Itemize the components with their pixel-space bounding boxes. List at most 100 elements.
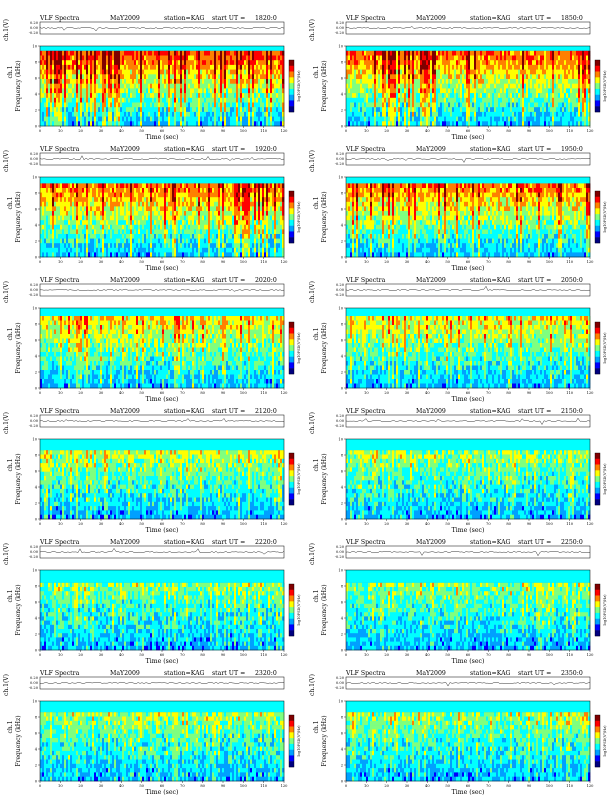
spectrogram-cell	[184, 56, 186, 61]
spectrogram-cell	[392, 103, 394, 108]
spectrogram-cell	[258, 98, 260, 103]
spectrogram-cell	[58, 216, 60, 221]
spectrogram-cell	[88, 107, 90, 112]
spectrogram-cell	[124, 74, 126, 79]
spectrogram-cell	[430, 84, 432, 89]
spectrogram-cell	[86, 216, 88, 221]
spectrogram-cell	[62, 234, 64, 239]
spectrogram-cell	[482, 98, 484, 103]
spectrogram-cell	[78, 206, 80, 211]
spectrogram-cell	[380, 56, 382, 61]
spectrogram-cell	[102, 197, 104, 202]
spectrogram-cell	[186, 117, 188, 122]
spectrogram-cell	[114, 79, 116, 84]
spectrogram-cell	[188, 51, 190, 56]
spectrogram-cell	[74, 229, 76, 234]
spectrogram-cell	[232, 117, 234, 122]
spectrogram-cell	[124, 243, 126, 248]
spectrogram-cell	[82, 70, 84, 75]
spectrogram-cell	[346, 112, 348, 117]
spectrogram-cell	[580, 70, 582, 75]
spectrogram-cell	[54, 229, 56, 234]
spectrogram-cell	[146, 234, 148, 239]
spectrogram-cell	[478, 74, 480, 79]
spectrogram-cell	[416, 51, 418, 56]
spectrogram-cell	[356, 70, 358, 75]
spectrogram-cell	[498, 121, 500, 126]
spectrogram-cell	[526, 56, 528, 61]
spectrogram-cell	[438, 56, 440, 61]
spectrogram-cell	[46, 211, 48, 216]
spectrogram-cell	[550, 79, 552, 84]
spectrogram-cell	[464, 117, 466, 122]
spectrogram-cell	[562, 79, 564, 84]
spectrogram-cell	[392, 60, 394, 65]
spectrogram-cell	[174, 112, 176, 117]
spectrogram-cell	[210, 65, 212, 70]
spectrogram-cell	[110, 70, 112, 75]
spectrogram-cell	[510, 112, 512, 117]
colorbar-segment	[289, 66, 294, 72]
spectrogram-cell	[198, 65, 200, 70]
spectrogram-cell	[194, 60, 196, 65]
spectrogram-cell	[424, 65, 426, 70]
spectrogram-cell	[586, 56, 588, 61]
spectrogram-cell	[76, 103, 78, 108]
spectrogram-cell	[40, 229, 42, 234]
spectrogram-cell	[460, 98, 462, 103]
spectrogram-cell	[116, 98, 118, 103]
spectrogram-cell	[108, 248, 110, 253]
spectrogram-cell	[186, 121, 188, 126]
spectrogram-cell	[110, 56, 112, 61]
spectrogram-cell	[444, 56, 446, 61]
spectrogram-cell	[170, 103, 172, 108]
spectrogram-cell	[232, 51, 234, 56]
spectrogram-cell	[132, 248, 134, 253]
spectrogram-cell	[364, 56, 366, 61]
spectrogram-cell	[72, 193, 74, 198]
spectrogram-cell	[386, 70, 388, 75]
spectrogram-cell	[580, 103, 582, 108]
spectrogram-cell	[116, 211, 118, 216]
spectrogram-cell	[58, 121, 60, 126]
spectrogram-cell	[194, 84, 196, 89]
spectrogram-cell	[42, 206, 44, 211]
spectrogram-cell	[226, 84, 228, 89]
spectrogram-cell	[580, 112, 582, 117]
spectrogram-cell	[490, 117, 492, 122]
spectrogram-cell	[512, 112, 514, 117]
spectrogram-cell	[106, 229, 108, 234]
spectrogram-cell	[182, 112, 184, 117]
spectrogram-cell	[244, 117, 246, 122]
spectrogram-cell	[136, 117, 138, 122]
spectrogram-cell	[92, 103, 94, 108]
spectrogram-cell	[446, 117, 448, 122]
spectrogram-cell	[556, 121, 558, 126]
spectrogram-cell	[464, 112, 466, 117]
spectrogram-cell	[150, 220, 152, 225]
spectrogram-cell	[176, 84, 178, 89]
spectrogram-cell	[142, 98, 144, 103]
spectrogram-cell	[108, 234, 110, 239]
spectrogram-cell	[508, 84, 510, 89]
spectrogram-cell	[148, 74, 150, 79]
y-axis-label: Frequency (kHz)	[321, 60, 328, 111]
spectrogram-cell	[266, 121, 268, 126]
spectrogram-cell	[520, 74, 522, 79]
spectrogram-cell	[76, 252, 78, 257]
spectrogram-cell	[560, 84, 562, 89]
spectrogram-cell	[562, 60, 564, 65]
spectrogram-cell	[406, 65, 408, 70]
spectrogram-cell	[54, 93, 56, 98]
spectrogram-cell	[108, 103, 110, 108]
spectrogram-cell	[418, 79, 420, 84]
spectrogram-cell	[248, 98, 250, 103]
spectrogram-cell	[150, 188, 152, 193]
spectrogram-cell	[406, 70, 408, 75]
spectrogram-cell	[458, 117, 460, 122]
spectrogram-cell	[278, 79, 280, 84]
spectrogram-cell	[82, 121, 84, 126]
spectrogram-cell	[496, 60, 498, 65]
spectrogram-cell	[52, 84, 54, 89]
spectrogram-cell	[416, 88, 418, 93]
